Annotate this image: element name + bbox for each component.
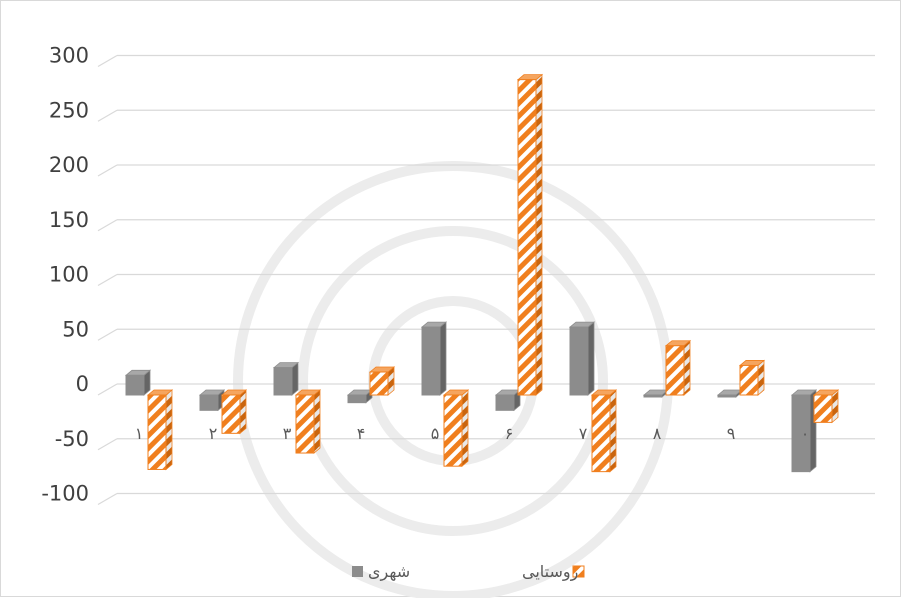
legend-swatch-rural [572, 565, 585, 578]
gridline-slant [97, 219, 118, 232]
y-tick-label: 50 [62, 317, 89, 341]
x-category-label: ۰ [801, 424, 810, 443]
bar-urban [346, 389, 374, 404]
bar-urban [124, 369, 152, 396]
bar-rural [738, 359, 766, 396]
gridline-slant [97, 54, 118, 68]
bar-urban [198, 389, 226, 412]
y-tick-label: 150 [49, 208, 89, 232]
gridline-slant [97, 273, 118, 287]
legend-swatch-urban [352, 566, 363, 577]
bar-rural [590, 389, 618, 473]
bar-rural [220, 389, 248, 435]
y-tick-label: 0 [76, 372, 89, 396]
bar-rural [442, 389, 470, 468]
bar-urban [272, 361, 300, 396]
x-category-label: ۲ [209, 424, 218, 443]
legend-label-urban: شهری [368, 562, 410, 582]
bar-rural [146, 389, 174, 471]
bar-urban [494, 389, 522, 412]
gridline-slant [97, 492, 118, 506]
bars [124, 73, 840, 473]
y-tick-label: -100 [41, 482, 89, 506]
y-tick-label: 200 [49, 153, 89, 177]
x-category-label: ۱ [135, 424, 144, 443]
y-tick-label: 300 [49, 44, 89, 68]
x-category-label: ۹ [727, 424, 736, 443]
y-axis-ticks: 300 250 200 150 100 50 0 -50 -100 [41, 44, 89, 506]
bar-urban [716, 389, 744, 398]
bar-rural [368, 366, 396, 396]
gridline-slant [97, 438, 118, 451]
x-category-label: ۶ [505, 424, 514, 443]
bar-urban [420, 321, 448, 396]
bar-rural [516, 73, 544, 396]
bar-urban [790, 389, 818, 473]
legend: روستایی شهری [352, 562, 585, 582]
bar-rural [294, 389, 322, 454]
gridline-slant [97, 109, 118, 122]
bar-urban [568, 321, 596, 396]
watermark-emblem [233, 161, 673, 598]
bar-rural [664, 339, 692, 396]
x-category-label: ۷ [579, 424, 588, 443]
bar-rural [812, 389, 840, 424]
x-category-label: ۳ [283, 424, 292, 443]
gridline-slant [97, 328, 118, 341]
y-tick-label: 250 [49, 98, 89, 122]
legend-label-rural: روستایی [522, 562, 578, 582]
x-category-label: ۸ [653, 424, 662, 443]
gridline-slant [97, 383, 118, 396]
x-category-label: ۵ [431, 424, 440, 443]
category-labels: ۱ ۲ ۳ ۴ ۵ ۶ ۷ ۸ ۹ ۰ [135, 424, 810, 443]
x-category-label: ۴ [357, 424, 366, 443]
y-tick-label: 100 [49, 263, 89, 287]
gridline-slant [97, 164, 118, 177]
y-tick-label: -50 [55, 427, 89, 451]
